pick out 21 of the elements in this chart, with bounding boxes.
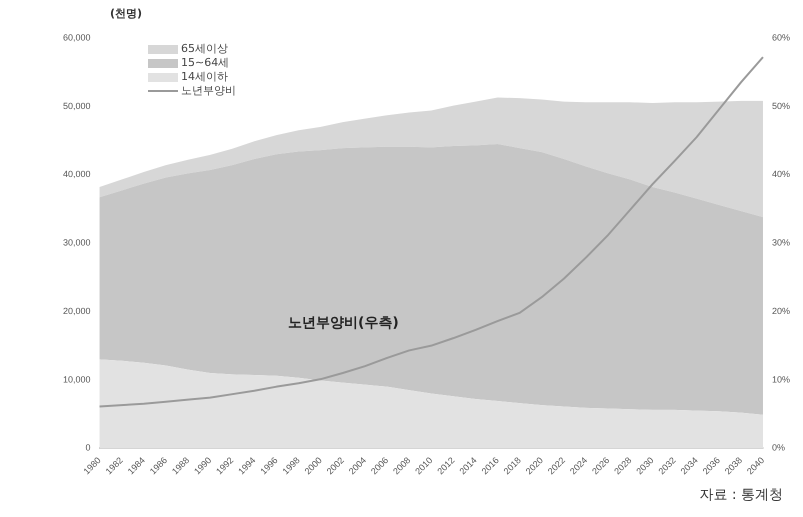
y-tick-label: 10,000 — [62, 374, 91, 384]
y-tick-label: 60,000 — [62, 32, 91, 42]
y-tick-label: 50,000 — [62, 100, 91, 111]
y-tick-label: 0 — [86, 442, 91, 453]
legend-label: 15~64세 — [181, 56, 230, 70]
y-tick-label: 40,000 — [62, 169, 91, 180]
y-tick-label: 20,000 — [62, 306, 91, 316]
legend-label: 노년부양비 — [181, 84, 236, 98]
y2-tick-label: 50% — [772, 100, 790, 111]
y2-tick-label: 10% — [772, 374, 790, 384]
y-tick-label: 30,000 — [62, 238, 91, 248]
annotation: 노년부양비(우측) — [288, 314, 399, 332]
y2-tick-label: 40% — [772, 169, 790, 180]
y2-tick-label: 20% — [772, 306, 790, 316]
y2-tick-label: 30% — [772, 238, 790, 248]
legend-label: 65세이상 — [181, 42, 228, 56]
y2-tick-label: 60% — [772, 32, 790, 42]
y2-tick-label: 0% — [772, 442, 785, 453]
y-axis-title: (천명) — [110, 6, 142, 21]
legend-label: 14세이하 — [181, 70, 228, 84]
text: 자료 : 통계청 — [699, 486, 783, 504]
